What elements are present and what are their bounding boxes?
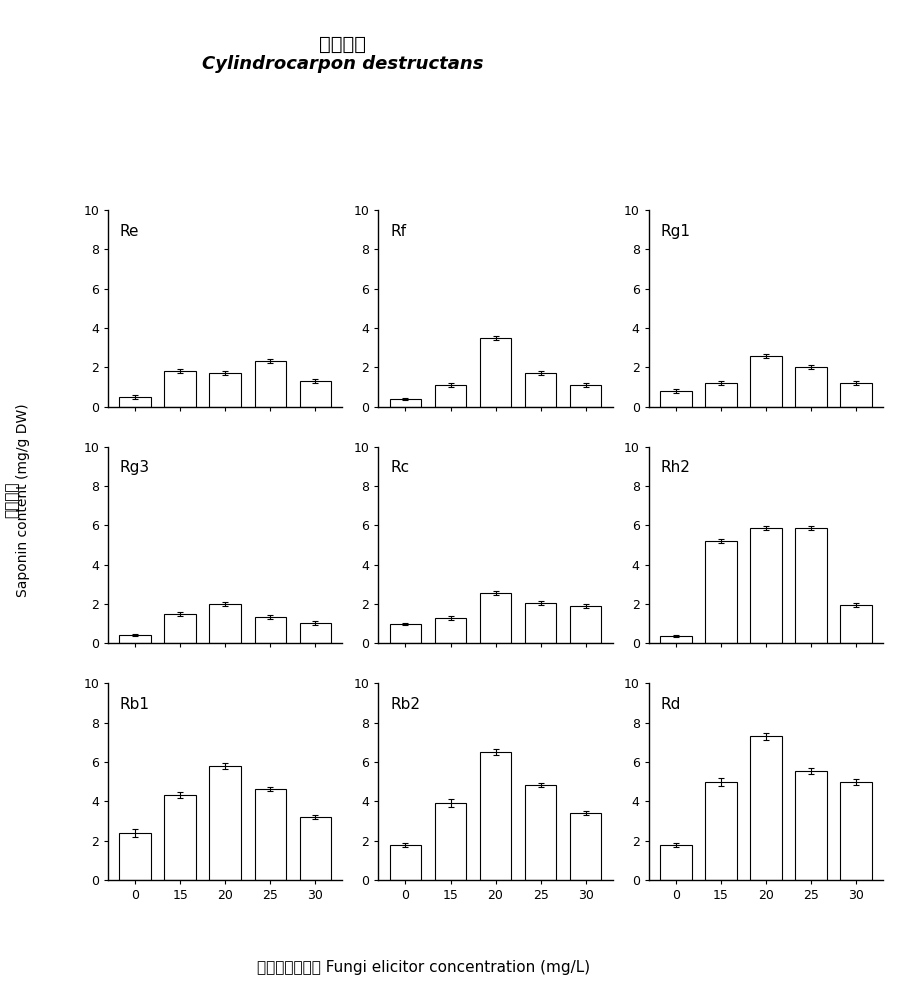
Bar [435, 385, 467, 407]
Text: Rb2: Rb2 [390, 697, 420, 712]
Text: Rf: Rf [390, 224, 406, 239]
Bar [569, 385, 601, 407]
Bar [479, 338, 511, 407]
Text: 真菌诱导子浓度 Fungi elicitor concentration (mg/L): 真菌诱导子浓度 Fungi elicitor concentration (mg… [257, 960, 590, 975]
Bar [750, 528, 781, 643]
Text: Rd: Rd [660, 697, 681, 712]
Bar [389, 624, 422, 643]
Text: Rg3: Rg3 [120, 460, 150, 475]
Bar [840, 782, 872, 880]
Bar [524, 603, 556, 643]
Bar [524, 373, 556, 407]
Bar [840, 605, 872, 643]
Bar [524, 785, 556, 880]
Bar [164, 371, 196, 407]
Bar [255, 361, 287, 407]
Bar [299, 623, 331, 643]
Bar [660, 391, 692, 407]
Text: Rc: Rc [390, 460, 409, 475]
Bar [209, 766, 241, 880]
Bar [569, 606, 601, 643]
Bar [164, 614, 196, 643]
Text: Rg1: Rg1 [660, 224, 690, 239]
Bar [255, 789, 287, 880]
Bar [435, 618, 467, 643]
Bar [705, 782, 737, 880]
Bar [299, 381, 331, 407]
Bar [660, 636, 692, 643]
Bar [389, 399, 422, 407]
Bar [705, 541, 737, 643]
Bar [479, 752, 511, 880]
Bar [119, 833, 151, 880]
Bar [705, 383, 737, 407]
Bar [479, 593, 511, 643]
Bar [660, 845, 692, 880]
Text: Re: Re [120, 224, 140, 239]
Bar [119, 635, 151, 643]
Bar [119, 397, 151, 407]
Bar [750, 736, 781, 880]
Bar [840, 383, 872, 407]
Bar [299, 817, 331, 880]
Bar [389, 845, 422, 880]
Text: Cylindrocarpon destructans: Cylindrocarpon destructans [202, 55, 483, 73]
Text: 锈腐病菌: 锈腐病菌 [319, 35, 366, 54]
Bar [796, 528, 827, 643]
Bar [209, 604, 241, 643]
Text: 皂苷含量: 皂苷含量 [5, 482, 20, 518]
Bar [796, 771, 827, 880]
Bar [209, 373, 241, 407]
Bar [435, 803, 467, 880]
Text: Saponin content (mg/g DW): Saponin content (mg/g DW) [15, 403, 30, 597]
Text: Rh2: Rh2 [660, 460, 690, 475]
Text: Rb1: Rb1 [120, 697, 150, 712]
Bar [750, 356, 781, 407]
Bar [164, 795, 196, 880]
Bar [569, 813, 601, 880]
Bar [796, 367, 827, 407]
Bar [255, 617, 287, 643]
